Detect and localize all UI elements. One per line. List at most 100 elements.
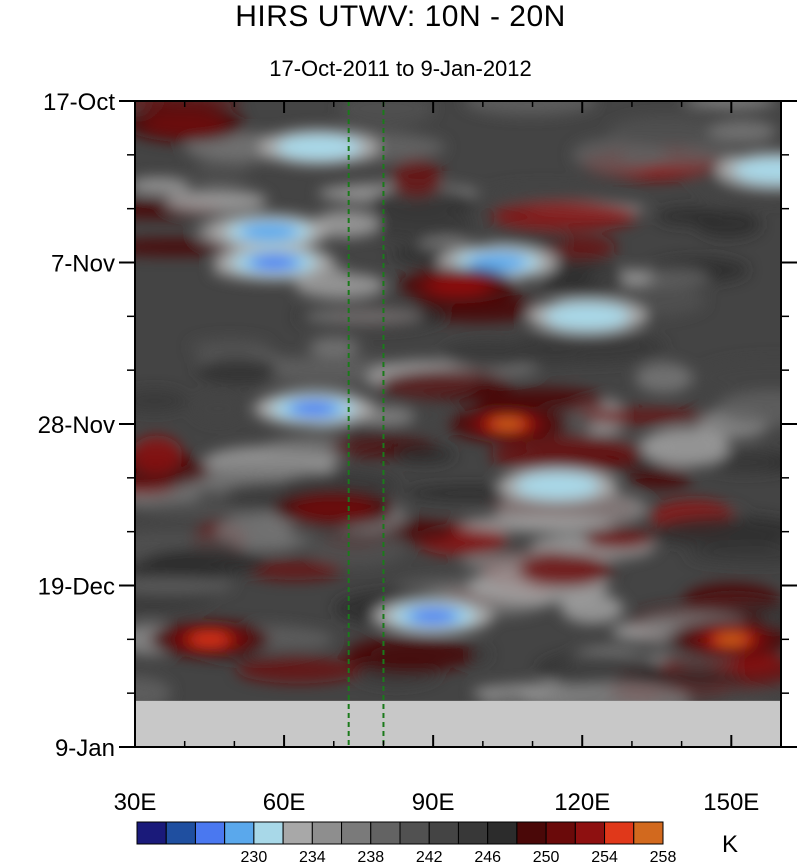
colorbar-label: 234 xyxy=(299,849,326,863)
y-tick-label: 28-Nov xyxy=(38,412,115,439)
contour-blob xyxy=(655,207,723,225)
colorbar-swatch xyxy=(516,821,547,845)
contour-feature-dry xyxy=(293,402,335,415)
x-tick-label: 30E xyxy=(114,789,157,816)
contour-blob xyxy=(135,101,242,109)
contour-blob xyxy=(463,101,598,116)
contour-blob xyxy=(135,435,183,475)
x-tick-label: 60E xyxy=(263,789,306,816)
contour-blob xyxy=(236,656,361,684)
contour-blob xyxy=(369,186,478,216)
contour-blob xyxy=(195,159,250,181)
contour-blob xyxy=(683,101,777,109)
contour-blob xyxy=(390,159,443,197)
colorbar-swatch xyxy=(194,821,226,845)
contour-blob xyxy=(560,593,624,624)
contour-blob xyxy=(579,407,705,425)
contour-blob xyxy=(143,500,245,517)
colorbar-label: 230 xyxy=(241,849,268,863)
contour-blob xyxy=(584,528,655,550)
colorbar-label: 250 xyxy=(533,849,560,863)
contour-blob xyxy=(492,229,570,250)
contour-blob xyxy=(308,337,360,357)
y-tick-label: 9-Jan xyxy=(55,735,115,762)
colorbar-label: 254 xyxy=(591,849,618,863)
contour-blob xyxy=(379,369,512,402)
contour-blob xyxy=(135,177,190,194)
contour-feature-moist xyxy=(142,111,227,137)
colorbar-swatch xyxy=(370,821,401,845)
contour-blob xyxy=(142,547,268,577)
contour-feature-dry xyxy=(515,472,600,499)
contour-blob xyxy=(135,389,188,413)
contour-blob xyxy=(608,116,722,148)
contour-blob xyxy=(248,560,343,581)
colorbar-label: 258 xyxy=(650,849,677,863)
colorbar-swatch xyxy=(545,821,576,845)
contour-blob xyxy=(702,184,781,202)
contour-blob xyxy=(571,137,667,172)
colorbar: 230 234 238 242 246 250 254 258 K xyxy=(136,821,738,863)
contour-blob xyxy=(635,362,693,394)
colorbar-unit: K xyxy=(722,831,738,858)
x-tick-label: 90E xyxy=(412,789,455,816)
colorbar-swatch xyxy=(604,821,635,845)
colorbar-swatch xyxy=(224,821,255,845)
contour-blob xyxy=(196,357,278,383)
contour-blob xyxy=(651,515,781,548)
y-tick-label: 19-Dec xyxy=(38,574,115,601)
contour-blob xyxy=(338,101,435,127)
colorbar-swatch xyxy=(428,821,459,845)
contour-blob xyxy=(716,390,781,427)
colorbar-swatch xyxy=(574,821,606,845)
colorbar-swatch xyxy=(136,821,167,845)
contour-blob xyxy=(192,394,244,423)
contour-blob xyxy=(287,523,338,541)
x-tick-label: 120E xyxy=(554,789,610,816)
contour-blob xyxy=(460,515,615,533)
contour-feature-moist xyxy=(428,276,488,295)
contour-blob xyxy=(687,545,781,564)
contour-blob xyxy=(526,344,582,366)
axes: 30E 60E 90E 120E 150E 17-Oct 7-Nov 28-Nov 19-Dec… xyxy=(38,89,797,816)
contour-blob xyxy=(294,272,386,299)
contour-blob xyxy=(164,189,268,213)
contour-blob xyxy=(708,119,777,144)
colorbar-label: 246 xyxy=(474,849,501,863)
missing-data-band xyxy=(135,700,781,747)
contour-feature-dry xyxy=(545,303,630,329)
contour-feature-dry xyxy=(253,256,295,269)
contour-feature-moist xyxy=(493,419,523,429)
contour-blob xyxy=(627,466,692,490)
contour-blob xyxy=(646,268,710,288)
contour-blob xyxy=(344,635,475,674)
contour-blob xyxy=(518,553,613,588)
contour-feature-dry xyxy=(468,253,528,272)
colorbar-swatch xyxy=(311,821,343,845)
contour-blob xyxy=(485,184,602,203)
y-tick-label: 17-Oct xyxy=(43,89,115,116)
contour-blob xyxy=(490,435,642,474)
colorbar-swatch xyxy=(487,821,518,845)
colorbar-swatch xyxy=(253,821,284,845)
contour-blob xyxy=(537,652,663,689)
contour-blob xyxy=(538,259,625,297)
contour-blob xyxy=(215,511,316,552)
contour-feature-dry xyxy=(412,610,454,623)
contour-feature-dry xyxy=(276,134,361,160)
contour-blob xyxy=(490,202,638,231)
colorbar-swatch xyxy=(457,821,489,845)
contour-feature-dry xyxy=(239,222,299,241)
colorbar-swatch xyxy=(399,821,430,845)
plot-area xyxy=(135,101,781,747)
x-tick-label: 150E xyxy=(703,789,759,816)
contour-blob xyxy=(393,445,455,464)
colorbar-swatch xyxy=(282,821,313,845)
contour-feature-moist xyxy=(716,635,746,644)
colorbar-swatch xyxy=(165,821,196,845)
contour-feature-dry xyxy=(734,157,781,183)
contour-blob xyxy=(303,307,425,325)
contour-blob xyxy=(250,355,404,385)
contour-blob xyxy=(190,338,271,357)
